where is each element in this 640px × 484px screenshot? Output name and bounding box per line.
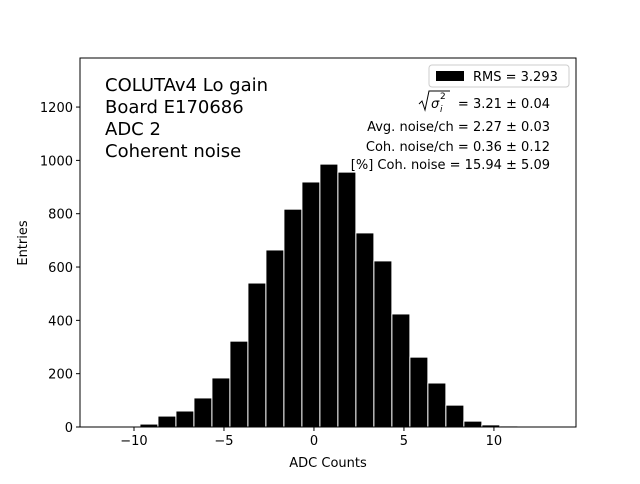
- stat-line: [%] Coh. noise = 15.94 ± 5.09: [351, 158, 550, 173]
- histogram-bar: [427, 382, 447, 428]
- y-tick-label: 1000: [40, 154, 73, 169]
- histogram-bar: [355, 232, 375, 428]
- histogram-bar: [283, 208, 303, 428]
- x-axis-label: ADC Counts: [289, 456, 367, 471]
- sigma-expression: σ 2 i = 3.21 ± 0.04: [418, 90, 550, 115]
- y-tick-label: 200: [48, 368, 73, 383]
- sigma-value: = 3.21 ± 0.04: [458, 97, 550, 112]
- histogram-bar: [175, 410, 195, 428]
- x-tick-label: −10: [120, 434, 147, 449]
- stat-line: Avg. noise/ch = 2.27 ± 0.03: [367, 120, 550, 135]
- histogram-bar: [337, 171, 357, 428]
- histogram-bar: [373, 260, 393, 428]
- legend-label: RMS = 3.293: [473, 70, 558, 85]
- x-ticks: −10 −5 0 5 10: [120, 427, 502, 449]
- histogram-bar: [463, 420, 483, 428]
- histogram-bar: [391, 313, 411, 428]
- y-ticks: 0 200 400 600 800 1000 1200: [40, 101, 80, 436]
- legend-swatch: [436, 71, 464, 81]
- y-tick-label: 0: [65, 421, 73, 436]
- annotation-line: ADC 2: [105, 119, 161, 140]
- bars-group: [139, 163, 519, 428]
- right-annotation: σ 2 i = 3.21 ± 0.04 Avg. noise/ch = 2.27…: [351, 90, 550, 173]
- annotation-line: COLUTAv4 Lo gain: [105, 75, 268, 96]
- y-tick-label: 600: [48, 261, 73, 276]
- histogram-bar: [157, 415, 177, 428]
- histogram-bar: [445, 404, 465, 428]
- legend: RMS = 3.293: [428, 64, 570, 88]
- histogram-bar: [247, 282, 267, 428]
- x-tick-label: 5: [400, 434, 408, 449]
- annotation-line: Coherent noise: [105, 141, 241, 162]
- legend-frame: [428, 64, 570, 88]
- histogram-bar: [409, 356, 429, 428]
- histogram-bar: [301, 181, 321, 428]
- y-tick-label: 400: [48, 314, 73, 329]
- histogram-bar: [211, 377, 231, 428]
- stat-line: Coh. noise/ch = 0.36 ± 0.12: [366, 140, 550, 155]
- sigma-superscript: 2: [440, 92, 446, 102]
- histogram-bar: [265, 249, 285, 428]
- sqrt-symbol-icon: [418, 90, 450, 112]
- histogram-bar: [229, 340, 249, 428]
- plot-frame: [79, 57, 577, 428]
- x-tick-label: −5: [214, 434, 233, 449]
- y-tick-label: 1200: [40, 101, 73, 116]
- y-tick-label: 800: [48, 208, 73, 223]
- x-tick-label: 0: [310, 434, 318, 449]
- histogram-bar: [193, 397, 213, 428]
- x-tick-label: 10: [486, 434, 503, 449]
- annotation-line: Board E170686: [105, 97, 244, 118]
- sigma-symbol: σ: [431, 97, 440, 112]
- sigma-subscript: i: [440, 105, 443, 115]
- left-annotation: COLUTAv4 Lo gain Board E170686 ADC 2 Coh…: [105, 75, 268, 162]
- histogram-bar: [319, 163, 339, 428]
- y-axis-label: Entries: [16, 220, 31, 266]
